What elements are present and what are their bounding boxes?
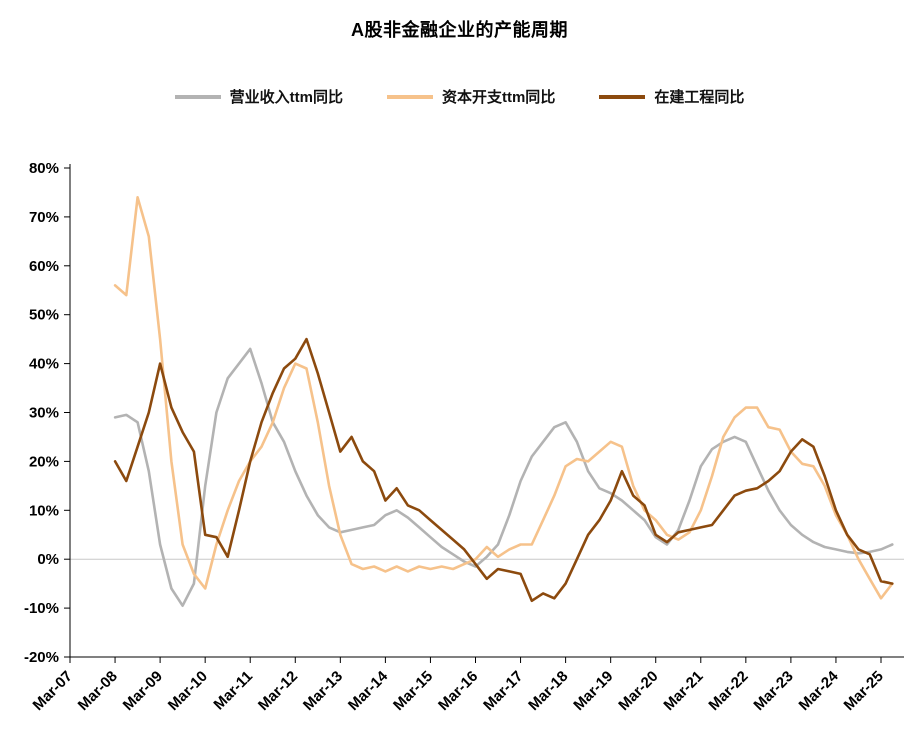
legend-swatch-construction-line — [599, 94, 646, 99]
x-tick-label: Mar-12 — [255, 668, 301, 714]
series-line-0 — [113, 347, 894, 608]
legend-item-construction: 在建工程同比 — [599, 86, 744, 107]
x-tick-label: Mar-18 — [525, 668, 571, 714]
y-tick-label: 40% — [29, 356, 59, 373]
x-tick-label: Mar-24 — [796, 667, 843, 714]
x-tick-label: Mar-23 — [751, 668, 797, 714]
x-tick-label: Mar-11 — [210, 668, 256, 714]
x-tick-label: Mar-14 — [345, 667, 392, 714]
series-line-2 — [113, 337, 894, 603]
legend-item-revenue: 营业收入ttm同比 — [174, 86, 343, 107]
legend-item-capex: 资本开支ttm同比 — [386, 86, 556, 107]
y-tick-label: 30% — [29, 405, 59, 422]
y-tick-label: 60% — [29, 258, 59, 275]
y-tick-label: 50% — [29, 307, 59, 324]
x-tick-label: Mar-21 — [660, 668, 706, 714]
x-tick-label: Mar-09 — [120, 668, 166, 714]
legend-label-revenue: 营业收入ttm同比 — [229, 89, 343, 106]
x-tick-label: Mar-16 — [435, 668, 481, 714]
x-tick-label: Mar-22 — [705, 668, 751, 714]
x-tick-label: Mar-07 — [30, 668, 76, 714]
y-tick-label: 10% — [29, 502, 59, 519]
chart-title: A股非金融企业的产能周期 — [351, 20, 568, 40]
x-tick-label: Mar-19 — [570, 668, 616, 714]
y-tick-label: 20% — [29, 453, 59, 470]
y-tick-label: -20% — [24, 649, 59, 666]
y-tick-label: 80% — [29, 160, 59, 177]
x-tick-label: Mar-20 — [615, 668, 661, 714]
legend: 营业收入ttm同比 资本开支ttm同比 在建工程同比 — [0, 86, 919, 107]
x-tick-label: Mar-08 — [75, 668, 121, 714]
x-tick-label: Mar-25 — [841, 668, 887, 714]
x-tick-label: Mar-13 — [300, 668, 346, 714]
x-tick-label: Mar-15 — [390, 668, 436, 714]
y-tick-label: 0% — [37, 551, 59, 568]
series-line-1 — [113, 196, 894, 600]
x-tick-label: Mar-17 — [480, 668, 526, 714]
legend-label-capex: 资本开支ttm同比 — [441, 89, 556, 106]
legend-swatch-revenue-line — [174, 94, 221, 99]
legend-label-construction: 在建工程同比 — [654, 89, 745, 106]
y-tick-label: -10% — [24, 600, 59, 617]
x-tick-label: Mar-10 — [165, 668, 211, 714]
legend-swatch-capex-line — [386, 94, 433, 99]
y-tick-label: 70% — [29, 209, 59, 226]
